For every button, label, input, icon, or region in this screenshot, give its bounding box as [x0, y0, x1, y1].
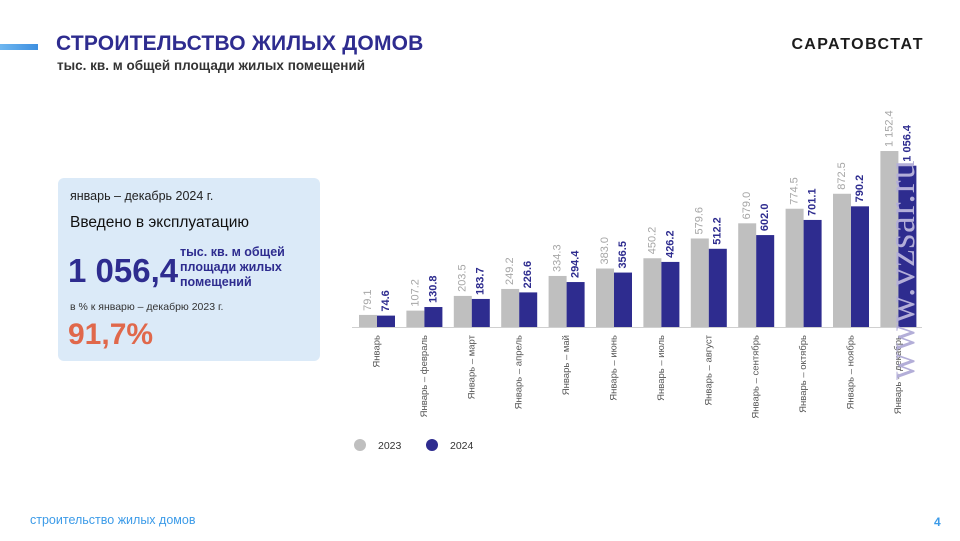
bar-2023-11 [833, 193, 851, 327]
data-label-2024-11: 790.2 [854, 175, 866, 203]
summary-card: январь – декабрь 2024 г. Введено в экспл… [58, 178, 320, 361]
brand-logo-text: САРАТОВСТАТ [791, 36, 924, 53]
bar-2024-8 [708, 248, 727, 327]
bar-2023-5 [548, 275, 567, 327]
summary-caption: Введено в эксплуатацию [70, 214, 249, 231]
data-label-2024-7: 426.2 [664, 230, 676, 258]
data-label-2024-1: 74.6 [380, 290, 392, 311]
data-label-2023-9: 679.0 [741, 192, 753, 220]
summary-percent: 91,7% [68, 318, 154, 351]
category-label-8: Январь – август [703, 334, 714, 405]
category-label-10: Январь – октябрь [798, 335, 809, 413]
bar-2023-3 [453, 295, 472, 327]
data-label-2024-9: 602.0 [759, 204, 771, 232]
bar-2024-6 [614, 272, 632, 327]
category-label-12: Январь – декабрь [893, 335, 904, 414]
summary-period: январь – декабрь 2024 г. [70, 189, 214, 203]
bar-2024-3 [471, 298, 490, 327]
data-label-2024-2: 130.8 [427, 275, 439, 303]
data-label-2023-5: 334.3 [552, 244, 564, 272]
category-label-4: Январь – апрель [514, 335, 525, 409]
data-label-2024-3: 183.7 [475, 267, 487, 295]
bar-2023-7 [643, 258, 662, 327]
data-label-2023-6: 383.0 [599, 237, 611, 265]
category-label-1: Январь [372, 335, 383, 368]
data-label-2023-4: 249.2 [504, 257, 516, 285]
page-subtitle: тыс. кв. м общей площади жилых помещений [57, 58, 366, 73]
bar-2023-9 [738, 223, 757, 327]
bar-2023-6 [596, 268, 614, 327]
data-label-2023-2: 107.2 [409, 279, 421, 307]
data-label-2023-11: 872.5 [836, 162, 848, 190]
data-label-2023-3: 203.5 [457, 264, 469, 292]
accent-bar [0, 44, 38, 50]
bar-2023-12 [880, 151, 899, 327]
page-number: 4 [934, 515, 941, 529]
bar-2024-7 [661, 261, 680, 327]
bar-2023-8 [690, 238, 709, 327]
bar-2023-10 [785, 208, 804, 327]
category-label-3: Январь – март [466, 334, 477, 399]
summary-unit: тыс. кв. м общей площади жилых помещений [180, 245, 285, 289]
data-label-2023-10: 774.5 [789, 177, 801, 205]
category-label-11: Январь – ноябрь [846, 335, 857, 410]
bar-2024-5 [566, 282, 585, 327]
bar-2024-4 [519, 292, 538, 327]
bar-2024-9 [756, 235, 775, 327]
summary-value: 1 056,4 [68, 252, 179, 289]
data-label-2023-7: 450.2 [646, 227, 658, 255]
watermark: www.vzsar.ru [881, 159, 923, 380]
category-label-7: Январь – июль [656, 335, 667, 401]
footer-section-label: строительство жилых домов [30, 513, 196, 527]
data-label-2024-6: 356.5 [617, 241, 629, 269]
summary-comparison-label: в % к январю – декабрю 2023 г. [70, 301, 224, 313]
data-label-2024-8: 512.2 [712, 217, 724, 245]
legend-marker-2024 [426, 439, 438, 451]
page-title: СТРОИТЕЛЬСТВО ЖИЛЫХ ДОМОВ [56, 32, 424, 55]
bar-2024-11 [851, 206, 869, 327]
category-label-2: Январь – февраль [419, 335, 430, 417]
data-label-2024-10: 701.1 [807, 188, 819, 216]
bar-2023-4 [501, 288, 520, 327]
bar-2023-1 [359, 314, 377, 327]
legend-label-2023: 2023 [378, 440, 402, 452]
data-label-2024-12: 1 056.4 [901, 124, 913, 162]
category-label-9: Январь – сентябрь [751, 335, 762, 419]
category-label-6: Январь – июнь [609, 335, 620, 401]
category-label-5: Январь – май [561, 335, 572, 395]
data-label-2023-8: 579.6 [694, 207, 706, 235]
legend-marker-2023 [354, 439, 366, 451]
bar-2024-10 [803, 219, 822, 327]
bar-2024-12 [898, 165, 917, 327]
data-label-2023-12: 1 152.4 [883, 110, 895, 147]
data-label-2024-5: 294.4 [570, 250, 582, 278]
data-label-2023-1: 79.1 [362, 289, 374, 310]
bar-2023-2 [406, 310, 425, 327]
bar-2024-2 [424, 307, 443, 327]
legend-label-2024: 2024 [450, 440, 474, 452]
bar-2024-1 [377, 315, 395, 327]
data-label-2024-4: 226.6 [522, 261, 534, 289]
